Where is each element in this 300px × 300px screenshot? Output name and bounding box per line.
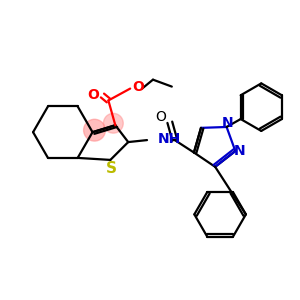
Text: O: O [132, 80, 144, 94]
Text: N: N [233, 144, 245, 158]
Circle shape [103, 113, 123, 133]
Circle shape [84, 119, 105, 141]
Text: S: S [106, 161, 117, 176]
Text: NH: NH [158, 132, 181, 146]
Text: O: O [88, 88, 100, 101]
Text: N: N [222, 116, 233, 130]
Text: O: O [155, 110, 166, 124]
